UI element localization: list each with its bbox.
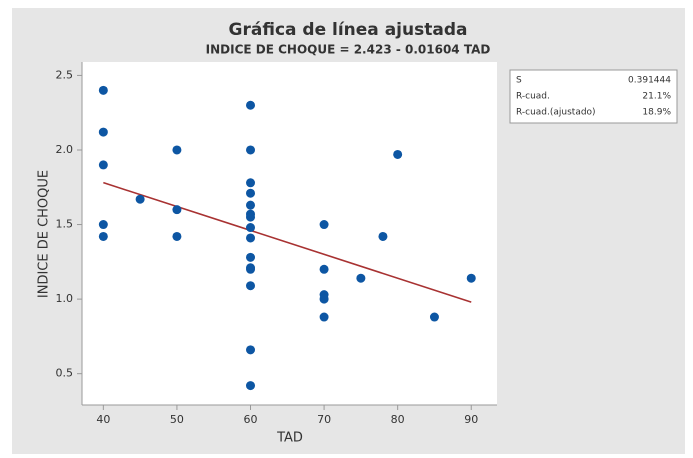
x-tick-label: 40 — [96, 413, 110, 426]
x-tick-label: 90 — [464, 413, 478, 426]
stats-label: S — [516, 76, 522, 86]
point — [246, 223, 256, 233]
stats-value: 18.9% — [642, 108, 671, 118]
point — [246, 212, 256, 222]
point — [246, 252, 256, 262]
point — [98, 231, 108, 241]
point — [393, 149, 403, 159]
point — [356, 273, 366, 283]
point — [319, 312, 329, 322]
chart-title: Gráfica de línea ajustada — [229, 20, 468, 40]
point — [135, 194, 145, 204]
y-tick-label: 2.0 — [56, 143, 74, 156]
point — [378, 231, 388, 241]
y-axis-label: INDICE DE CHOQUE — [37, 170, 52, 298]
point — [466, 273, 476, 283]
x-tick-label: 50 — [170, 413, 184, 426]
point — [246, 264, 256, 274]
point — [246, 100, 256, 110]
point — [319, 294, 329, 304]
y-tick-label: 1.5 — [56, 218, 74, 231]
x-tick-label: 60 — [244, 413, 258, 426]
point — [98, 160, 108, 170]
point — [319, 220, 329, 230]
point — [246, 281, 256, 291]
plot-area — [82, 62, 497, 405]
point — [246, 233, 256, 243]
fit-line — [103, 181, 472, 303]
y-tick-label: 2.5 — [56, 68, 74, 81]
x-tick-label: 70 — [317, 413, 331, 426]
chart-subtitle: INDICE DE CHOQUE = 2.423 - 0.01604 TAD — [206, 43, 491, 57]
point — [98, 220, 108, 230]
point — [246, 381, 256, 391]
point — [246, 145, 256, 155]
point — [98, 127, 108, 137]
point — [172, 231, 182, 241]
y-tick-label: 1.0 — [56, 292, 74, 305]
x-axis-label: TAD — [276, 431, 303, 446]
stats-label: R-cuad. — [516, 92, 550, 102]
point — [319, 264, 329, 274]
point — [429, 312, 439, 322]
point — [246, 200, 256, 210]
stats-label: R-cuad.(ajustado) — [516, 108, 596, 118]
point — [172, 205, 182, 215]
stats-value: 21.1% — [642, 92, 671, 102]
point — [246, 345, 256, 355]
point — [172, 145, 182, 155]
point — [98, 85, 108, 95]
stats-box — [509, 69, 678, 124]
stats-value: 0.391444 — [628, 76, 671, 86]
x-tick-label: 80 — [391, 413, 405, 426]
point — [246, 188, 256, 198]
y-tick-label: 0.5 — [56, 367, 74, 380]
point — [246, 178, 256, 188]
